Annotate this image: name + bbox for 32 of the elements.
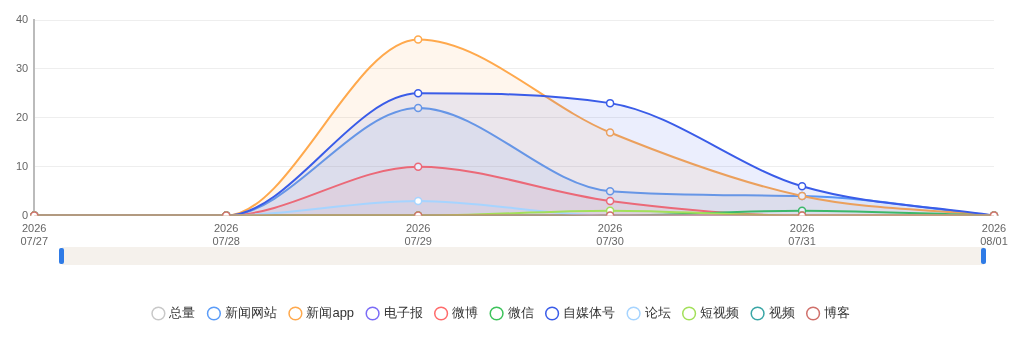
point [797,182,807,191]
y-tick-label: 0 [22,208,29,221]
point [605,186,615,196]
legend-label: 短视频 [700,305,740,321]
point [605,98,615,108]
legend-label: 论坛 [644,305,671,321]
legend-label: 微博 [452,305,479,321]
x-tick-label: 2026 07/30 [596,222,624,248]
x-tick-label: 2026 07/31 [788,222,816,248]
legend-label: 视频 [768,305,795,321]
y-tick-label: 20 [15,110,29,123]
y-tick-label: 10 [15,159,29,172]
x-tick-label: 2026 07/29 [404,222,432,248]
legend-label: 博客 [824,305,851,321]
point [605,196,615,206]
legend-label: 新闻app [306,305,355,321]
legend-label: 自媒体号 [563,305,616,321]
legend-label: 新闻网站 [224,305,277,321]
y-tick-label: 30 [15,61,29,74]
legend-label: 总量 [168,305,196,321]
x-tick-label: 2026 07/27 [20,222,48,248]
x-tick-label: 2026 07/28 [212,222,240,248]
point [413,196,423,206]
point [413,35,423,44]
point [413,162,423,171]
legend-label: 微信 [507,305,534,321]
point [413,103,423,113]
legend-label: 电子报 [383,305,423,321]
y-tick-label: 40 [15,13,29,26]
x-tick-label: 2026 08/01 [980,222,1008,248]
point [605,128,615,137]
point [413,89,423,98]
